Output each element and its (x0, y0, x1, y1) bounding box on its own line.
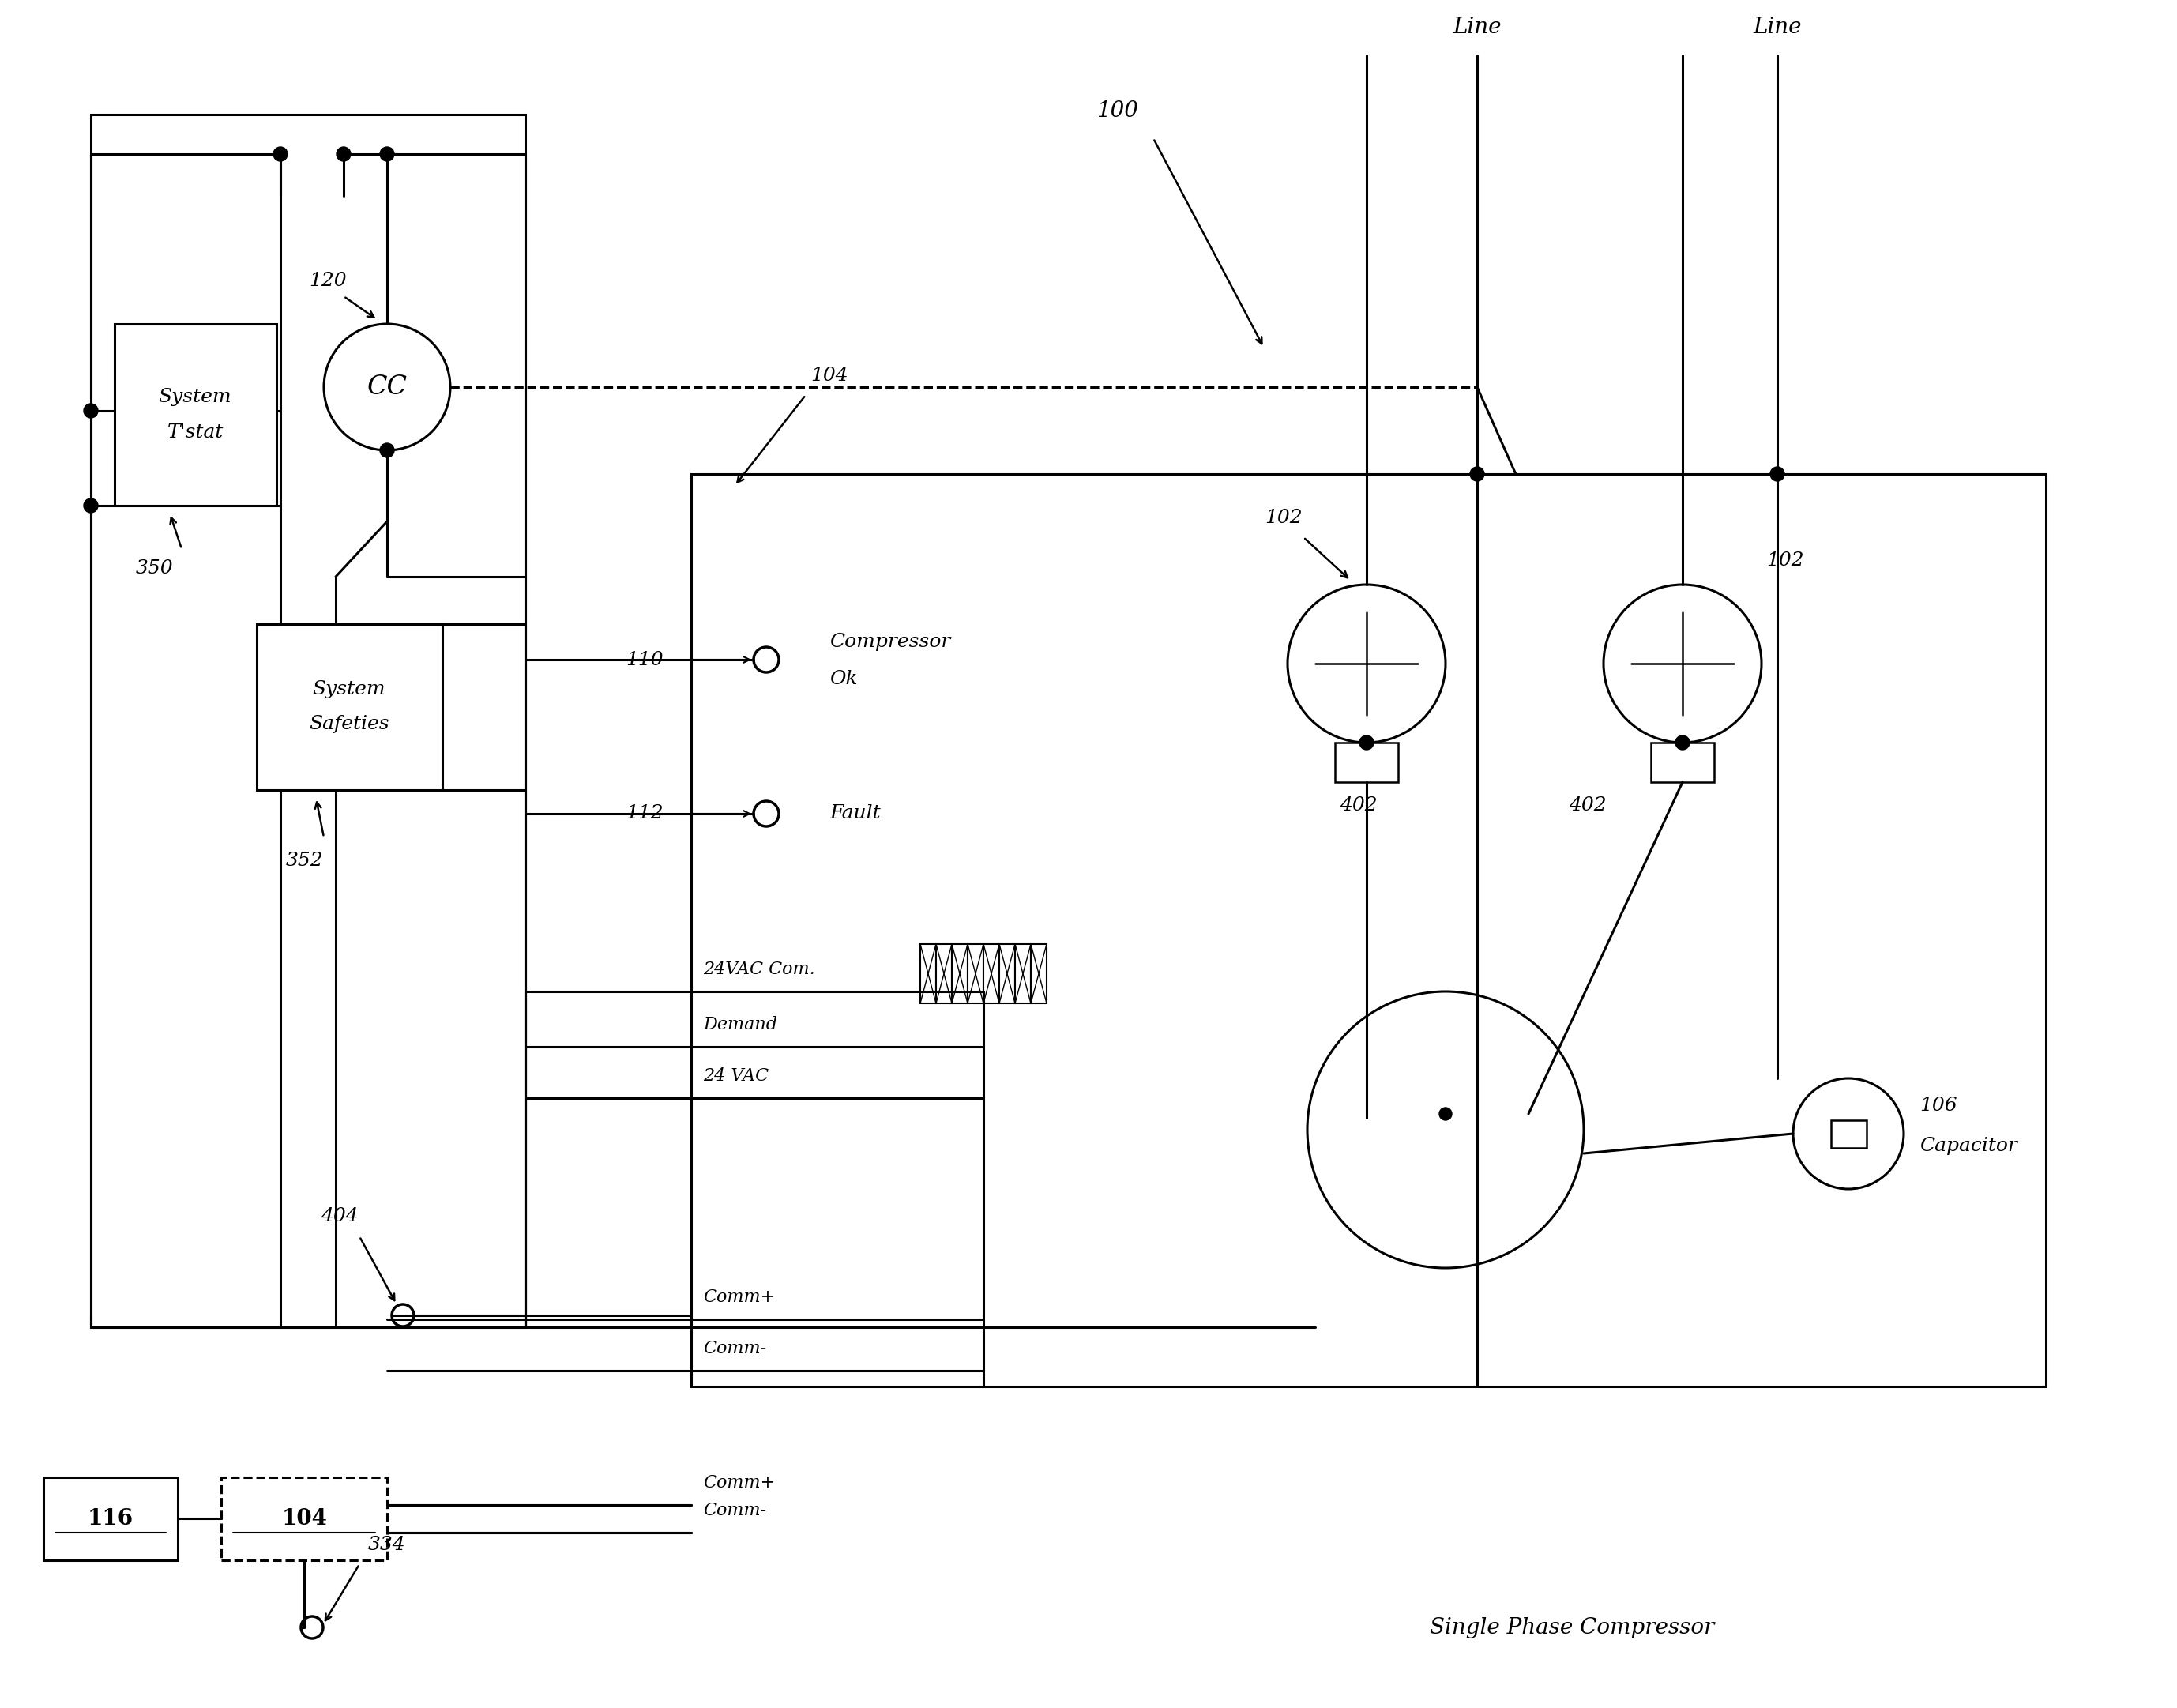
Text: 112: 112 (627, 804, 664, 823)
Bar (951, 945, 967, 1003)
Bar (44, 1477, 179, 1561)
Text: 350: 350 (135, 560, 172, 577)
Text: 102: 102 (1265, 509, 1302, 526)
Text: Line: Line (1452, 17, 1502, 38)
Text: 110: 110 (627, 651, 664, 670)
Circle shape (1770, 466, 1785, 482)
Text: CC: CC (368, 374, 407, 400)
Bar (999, 945, 1014, 1003)
Bar (91, 114, 525, 1327)
Text: 100: 100 (1097, 101, 1139, 121)
Circle shape (1358, 736, 1374, 750)
Text: Demand: Demand (703, 1016, 777, 1033)
Circle shape (381, 147, 394, 161)
Bar (1032, 945, 1047, 1003)
Bar (1335, 743, 1398, 782)
Text: 402: 402 (1570, 796, 1607, 815)
Text: 116: 116 (87, 1508, 133, 1529)
Text: 104: 104 (281, 1508, 327, 1529)
Text: Comm+: Comm+ (703, 1288, 775, 1307)
Text: 334: 334 (368, 1535, 405, 1554)
Text: 104: 104 (810, 366, 849, 384)
Text: Ok: Ok (829, 670, 858, 688)
Text: 24VAC Com.: 24VAC Com. (703, 960, 814, 979)
Bar (921, 945, 936, 1003)
Text: Comm-: Comm- (703, 1501, 766, 1518)
Bar (1014, 945, 1032, 1003)
Circle shape (1469, 466, 1485, 482)
Text: 24 VAC: 24 VAC (703, 1068, 768, 1085)
Text: 120: 120 (309, 272, 346, 290)
Bar (967, 945, 984, 1003)
Bar (1650, 743, 1713, 782)
Text: Comm+: Comm+ (703, 1474, 775, 1491)
Circle shape (381, 442, 394, 458)
Text: 402: 402 (1339, 796, 1378, 815)
Circle shape (337, 147, 350, 161)
Text: Single Phase Compressor: Single Phase Compressor (1430, 1617, 1713, 1638)
Bar (690, 475, 2046, 1387)
Text: 404: 404 (320, 1208, 359, 1226)
Text: 352: 352 (285, 852, 322, 869)
Text: 102: 102 (1766, 552, 1805, 570)
Text: T'stat: T'stat (168, 424, 224, 441)
Bar (222, 1477, 388, 1561)
Text: System: System (313, 680, 385, 699)
Circle shape (274, 147, 287, 161)
Bar (1831, 1120, 1866, 1148)
Bar (115, 325, 276, 506)
Circle shape (83, 403, 98, 418)
Circle shape (1676, 736, 1689, 750)
Text: 106: 106 (1920, 1097, 1957, 1115)
Text: Line: Line (1752, 17, 1803, 38)
Text: Capacitor: Capacitor (1920, 1136, 2018, 1155)
Text: Safeties: Safeties (309, 716, 390, 733)
Bar (936, 945, 951, 1003)
Bar (257, 623, 442, 791)
Text: Fault: Fault (829, 804, 880, 823)
Text: Compressor: Compressor (829, 634, 951, 651)
Text: Comm-: Comm- (703, 1339, 766, 1358)
Circle shape (83, 499, 98, 512)
Circle shape (1439, 1107, 1452, 1120)
Bar (984, 945, 999, 1003)
Text: System: System (159, 388, 231, 407)
